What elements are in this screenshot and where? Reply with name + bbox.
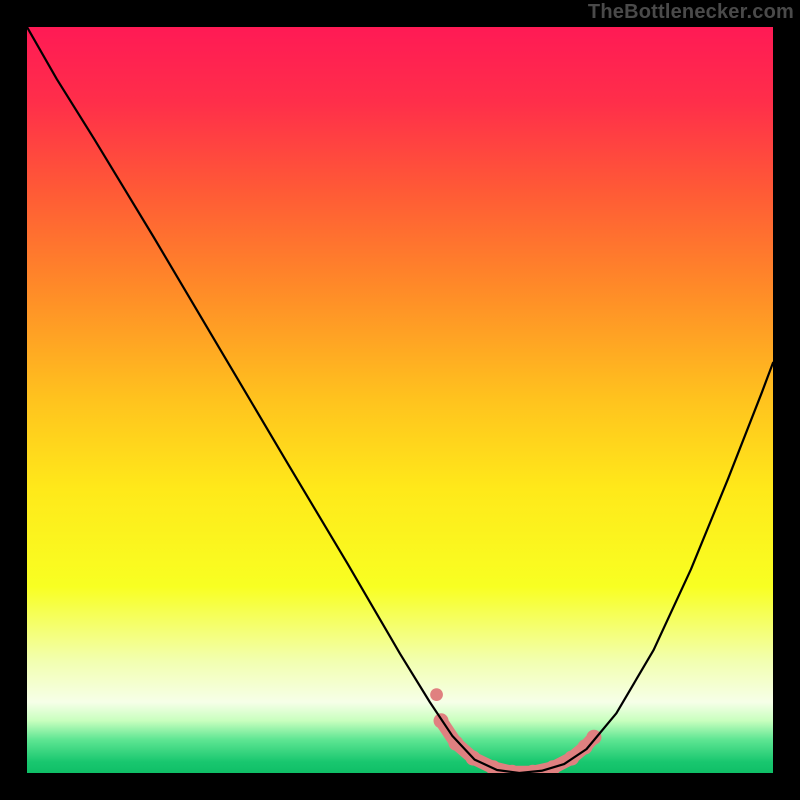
attribution-text: TheBottlenecker.com <box>588 1 794 24</box>
highlight-marker-dot <box>448 736 463 751</box>
bottleneck-chart <box>0 0 800 800</box>
gradient-background <box>27 27 773 773</box>
highlight-marker-dot <box>586 730 601 745</box>
highlight-marker-dot <box>430 688 443 701</box>
chart-stage: TheBottlenecker.com <box>0 0 800 800</box>
